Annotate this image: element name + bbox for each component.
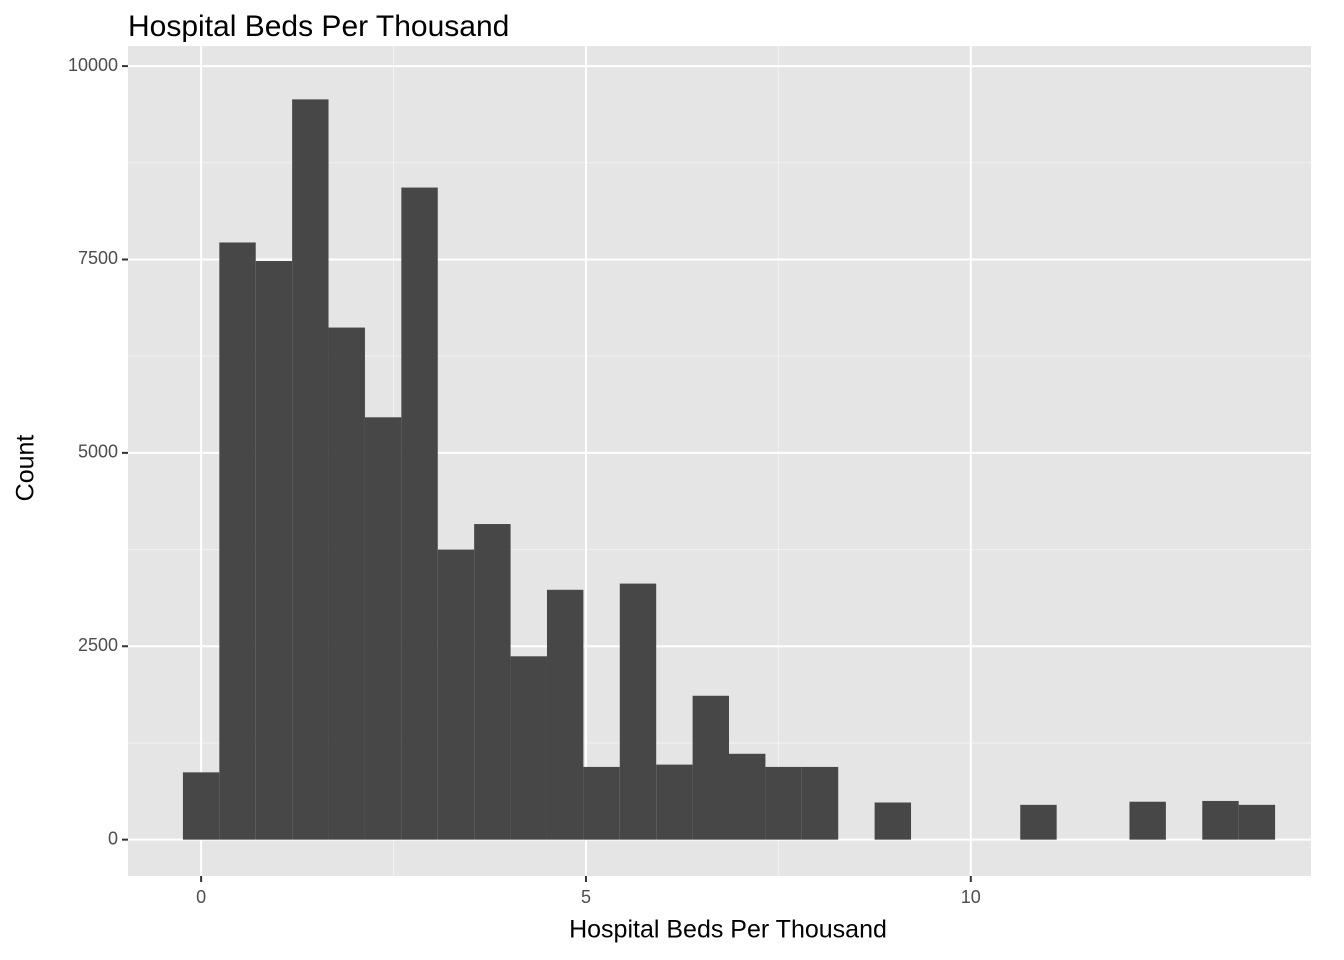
y-axis-title: Count (12, 435, 40, 502)
bar (729, 753, 766, 840)
y-tick-label: 2500 (78, 635, 118, 655)
y-tick-label: 7500 (78, 248, 118, 268)
x-tick-label: 5 (581, 887, 591, 907)
bar (874, 802, 912, 840)
bar (1238, 804, 1276, 840)
bar (765, 766, 802, 840)
bar (1129, 801, 1166, 840)
bar (255, 261, 293, 840)
bar (1020, 804, 1057, 840)
bar (583, 766, 620, 840)
bar (546, 589, 584, 840)
x-tick-label: 10 (961, 887, 981, 907)
bar (619, 583, 657, 840)
bar (219, 242, 256, 840)
bar (401, 187, 438, 840)
bar (437, 549, 475, 840)
bar (510, 656, 547, 840)
x-tick-label: 0 (196, 887, 206, 907)
bar (1202, 800, 1239, 840)
y-tick-label: 10000 (68, 55, 118, 75)
bar (292, 99, 329, 840)
bar (801, 766, 839, 840)
y-tick-label: 0 (108, 828, 118, 848)
chart-title: Hospital Beds Per Thousand (128, 10, 509, 43)
bar (692, 695, 730, 840)
bar (364, 417, 402, 840)
bar (182, 772, 220, 840)
x-axis-title: Hospital Beds Per Thousand (569, 916, 887, 944)
bar (656, 764, 693, 840)
bar (474, 524, 511, 840)
y-tick-label: 5000 (78, 442, 118, 462)
bar (328, 327, 365, 840)
